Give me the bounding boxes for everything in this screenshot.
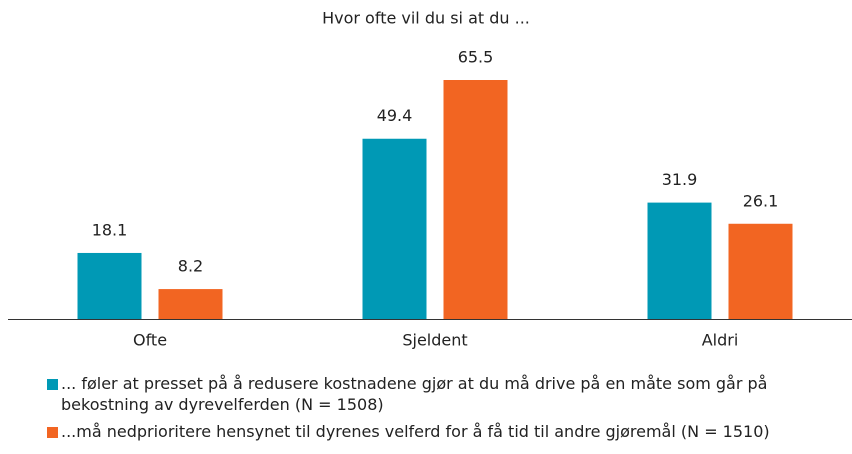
- x-tick-label: Ofte: [133, 331, 167, 350]
- legend-swatch: [47, 427, 58, 438]
- bar: [77, 252, 142, 319]
- value-label: 8.2: [178, 257, 203, 276]
- legend-item: ...må nedprioritere hensynet til dyrenes…: [47, 421, 837, 442]
- value-label: 26.1: [743, 191, 779, 210]
- legend-label: ... føler at presset på å redusere kostn…: [61, 374, 768, 414]
- value-label: 49.4: [377, 106, 413, 125]
- x-tick-label: Sjeldent: [402, 331, 467, 350]
- legend-swatch: [47, 379, 58, 390]
- chart: Hvor ofte vil du si at du ... Ofte 18.1 8.…: [8, 9, 852, 350]
- bar: [647, 202, 712, 319]
- legend-label: ...må nedprioritere hensynet til dyrenes…: [61, 422, 770, 441]
- value-label: 31.9: [662, 170, 698, 189]
- chart-title: Hvor ofte vil du si at du ...: [322, 9, 530, 28]
- bar: [362, 138, 427, 319]
- bar: [158, 289, 223, 319]
- value-label: 18.1: [92, 220, 128, 239]
- legend-item: ... føler at presset på å redusere kostn…: [47, 373, 837, 415]
- value-label: 65.5: [458, 48, 494, 67]
- legend: ... føler at presset på å redusere kostn…: [47, 373, 837, 448]
- bar: [728, 223, 793, 319]
- x-tick-label: Aldri: [702, 331, 739, 350]
- bar: [443, 80, 508, 319]
